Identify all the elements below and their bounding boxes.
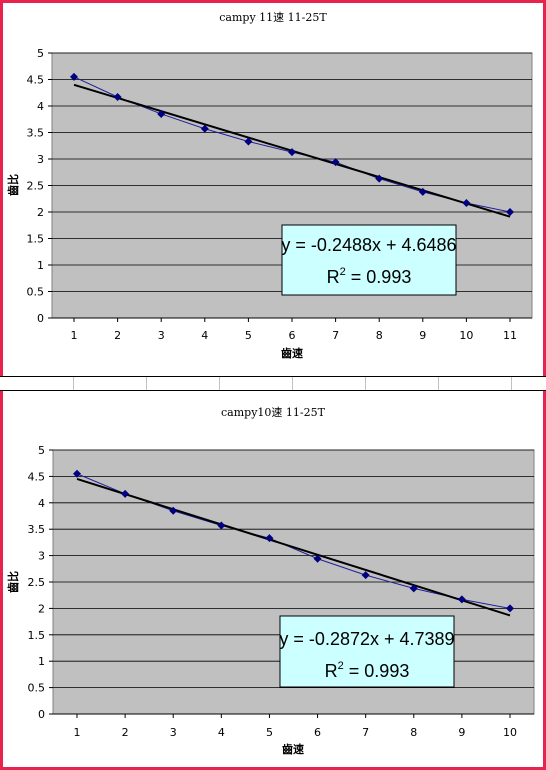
chart-divider [0,376,546,391]
y-tick-label: 0.5 [28,682,46,695]
data-point [169,506,178,515]
data-point [418,187,427,196]
x-tick-label: 1 [71,329,78,342]
chart-11-speed: campy 11速 11-25T 0 0.5 1 1.5 2 2.5 3 3.5 4 4.5 5 1 2… [6,11,533,360]
y-tick-label: 5 [38,444,45,457]
chart-10-speed: campy10速 11-25T 0 0.5 1 1.5 2 2.5 3 3.5 4 4.5 5 1 2 3… [6,406,535,756]
trendline-equation: y = -0.2872x + 4.7389 [279,629,454,649]
x-tick-label: 7 [362,726,369,739]
plot-area: 0 0.5 1 1.5 2 2.5 3 3.5 4 4.5 5 1 2 3 4 5 6 7 8 9 10 11 [27,47,533,342]
y-tick-label: 1.5 [27,233,45,246]
data-point [121,489,130,498]
x-tick-label: 10 [459,329,473,342]
data-point [288,148,296,157]
x-tick-label: 9 [419,329,426,342]
y-tick-label: 5 [37,47,44,60]
y-tick-label: 3.5 [28,523,46,536]
y-tick-label: 2 [38,602,45,615]
x-tick-label: 6 [314,726,321,739]
x-tick-label: 8 [376,329,383,342]
x-tick-label: 3 [158,329,165,342]
data-point [157,109,166,118]
x-tick-label: 8 [410,726,417,739]
y-tick-label: 1 [37,259,44,272]
chart-title: campy10速 11-25T [221,406,326,419]
equation-box: y = -0.2872x + 4.7389 R2 = 0.993 [279,615,455,688]
r-squared: R2 = 0.993 [327,266,412,287]
y-tick-label: 0.5 [27,286,45,299]
plot-area: 0 0.5 1 1.5 2 2.5 3 3.5 4 4.5 5 1 2 3 4 5 6 7 8 9 10 [28,444,535,739]
y-tick-label: 4 [37,100,44,113]
x-tick-label: 5 [266,726,273,739]
r-squared: R2 = 0.993 [325,660,410,681]
x-tick-label: 5 [245,329,252,342]
y-tick-label: 4 [38,497,45,510]
x-tick-label: 4 [201,329,208,342]
data-point [409,584,418,593]
y-axis-label: 齒比 [6,174,20,196]
data-point [375,174,384,183]
data-point [331,158,340,167]
y-tick-label: 4.5 [27,74,45,87]
y-axis-label: 齒比 [6,571,20,593]
x-tick-label: 2 [114,329,121,342]
y-tick-label: 0 [38,708,45,721]
equation-box: y = -0.2488x + 4.6486 R2 = 0.993 [281,224,457,296]
x-tick-label: 6 [289,329,296,342]
data-point [361,571,370,580]
x-tick-label: 1 [74,726,81,739]
y-tick-label: 3 [37,153,44,166]
data-point [265,534,274,543]
y-tick-label: 2.5 [28,576,46,589]
x-tick-label: 2 [122,726,129,739]
data-point [70,72,78,81]
x-axis-label: 齒速 [281,346,303,360]
y-tick-label: 2.5 [27,180,45,193]
y-tick-label: 1 [38,655,45,668]
y-tick-label: 1.5 [28,629,46,642]
data-point [244,137,253,146]
data-point [313,554,322,563]
trendline-equation: y = -0.2488x + 4.6486 [281,235,456,255]
data-point [73,469,81,478]
x-tick-label: 9 [458,726,465,739]
data-point [506,604,514,613]
data-point [506,208,514,216]
y-tick-label: 2 [37,206,44,219]
x-tick-label: 3 [170,726,177,739]
x-axis-label: 齒速 [282,742,304,756]
x-tick-label: 7 [332,329,339,342]
data-point [217,521,226,530]
x-tick-label: 10 [503,726,517,739]
data-point [462,198,471,207]
data-point [113,92,122,101]
y-tick-label: 3 [38,550,45,563]
x-tick-label: 11 [503,329,517,342]
y-tick-label: 3.5 [27,127,45,140]
y-tick-label: 4.5 [28,470,46,483]
x-tick-label: 4 [218,726,225,739]
trendline [76,477,511,617]
chart-title: campy 11速 11-25T [219,11,327,24]
data-point [457,595,466,604]
y-tick-label: 0 [37,312,44,325]
data-point [200,124,209,133]
